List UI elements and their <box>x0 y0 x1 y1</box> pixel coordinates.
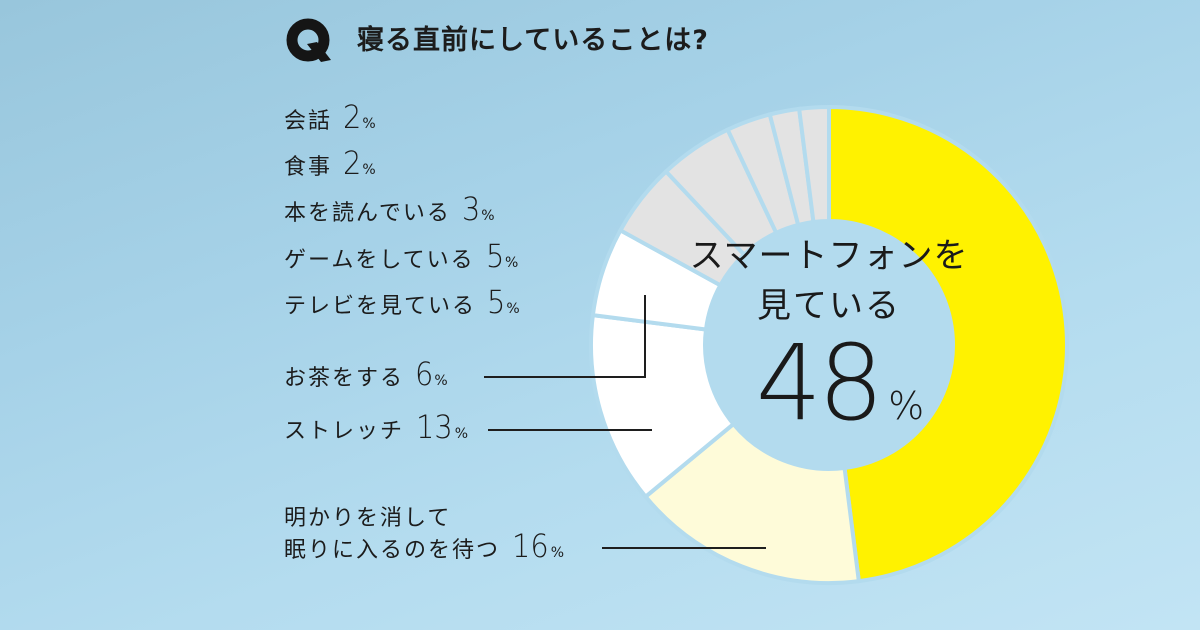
label-reading: 本を読んでいる 3% <box>284 190 495 228</box>
center-value-number: 48 <box>755 322 884 444</box>
label-value: 13 <box>416 408 453 446</box>
label-unit: % <box>505 255 519 271</box>
label-meal: 食事 2% <box>284 144 376 182</box>
label-text: 明かりを消して <box>284 506 452 531</box>
center-value: 48% <box>690 322 990 444</box>
label-value: 3 <box>461 190 481 228</box>
label-tv: テレビを見ている 5% <box>284 283 520 321</box>
question-title: 寝る直前にしていることは? <box>357 25 709 56</box>
label-tea: お茶をする 6% <box>284 355 448 393</box>
label-value: 16 <box>512 527 549 565</box>
label-stretch: ストレッチ 13% <box>284 408 468 446</box>
center-label-line1: スマートフォンを <box>689 236 969 276</box>
donut-segments <box>589 104 1069 585</box>
label-text: お茶をする <box>284 366 405 391</box>
label-value: 2 <box>343 144 362 182</box>
leader-line-lights-off <box>602 547 766 549</box>
leader-line-tea-v <box>644 295 646 378</box>
label-unit: % <box>550 545 565 561</box>
label-text: 食事 <box>284 155 333 180</box>
label-text: 本を読んでいる <box>284 201 451 226</box>
label-unit: % <box>506 301 520 317</box>
label-text: 会話 <box>284 109 333 134</box>
label-unit: % <box>454 426 469 442</box>
label-text: 眠りに入るのを待つ <box>284 538 501 563</box>
center-label-line2: 見ている <box>757 286 901 326</box>
leader-line-stretch <box>488 429 652 431</box>
label-lights-off-line1: 明かりを消して <box>284 500 451 532</box>
label-value: 2 <box>343 98 362 136</box>
label-value: 5 <box>485 237 505 275</box>
label-gaming: ゲームをしている 5% <box>284 237 518 275</box>
label-text: ゲームをしている <box>284 248 475 273</box>
donut-hole <box>705 221 953 469</box>
leader-line-tea-h <box>484 376 646 378</box>
label-text: ストレッチ <box>284 419 405 444</box>
label-unit: % <box>362 162 376 178</box>
q-icon <box>286 18 331 62</box>
label-unit: % <box>481 208 495 224</box>
center-value-unit: % <box>888 384 925 428</box>
label-unit: % <box>434 373 448 389</box>
label-value: 5 <box>487 283 506 321</box>
label-text: テレビを見ている <box>284 294 477 319</box>
label-value: 6 <box>415 355 434 393</box>
label-lights-off: 眠りに入るのを待つ 16% <box>284 527 564 565</box>
label-conversation: 会話 2% <box>284 98 376 136</box>
label-unit: % <box>362 116 376 132</box>
